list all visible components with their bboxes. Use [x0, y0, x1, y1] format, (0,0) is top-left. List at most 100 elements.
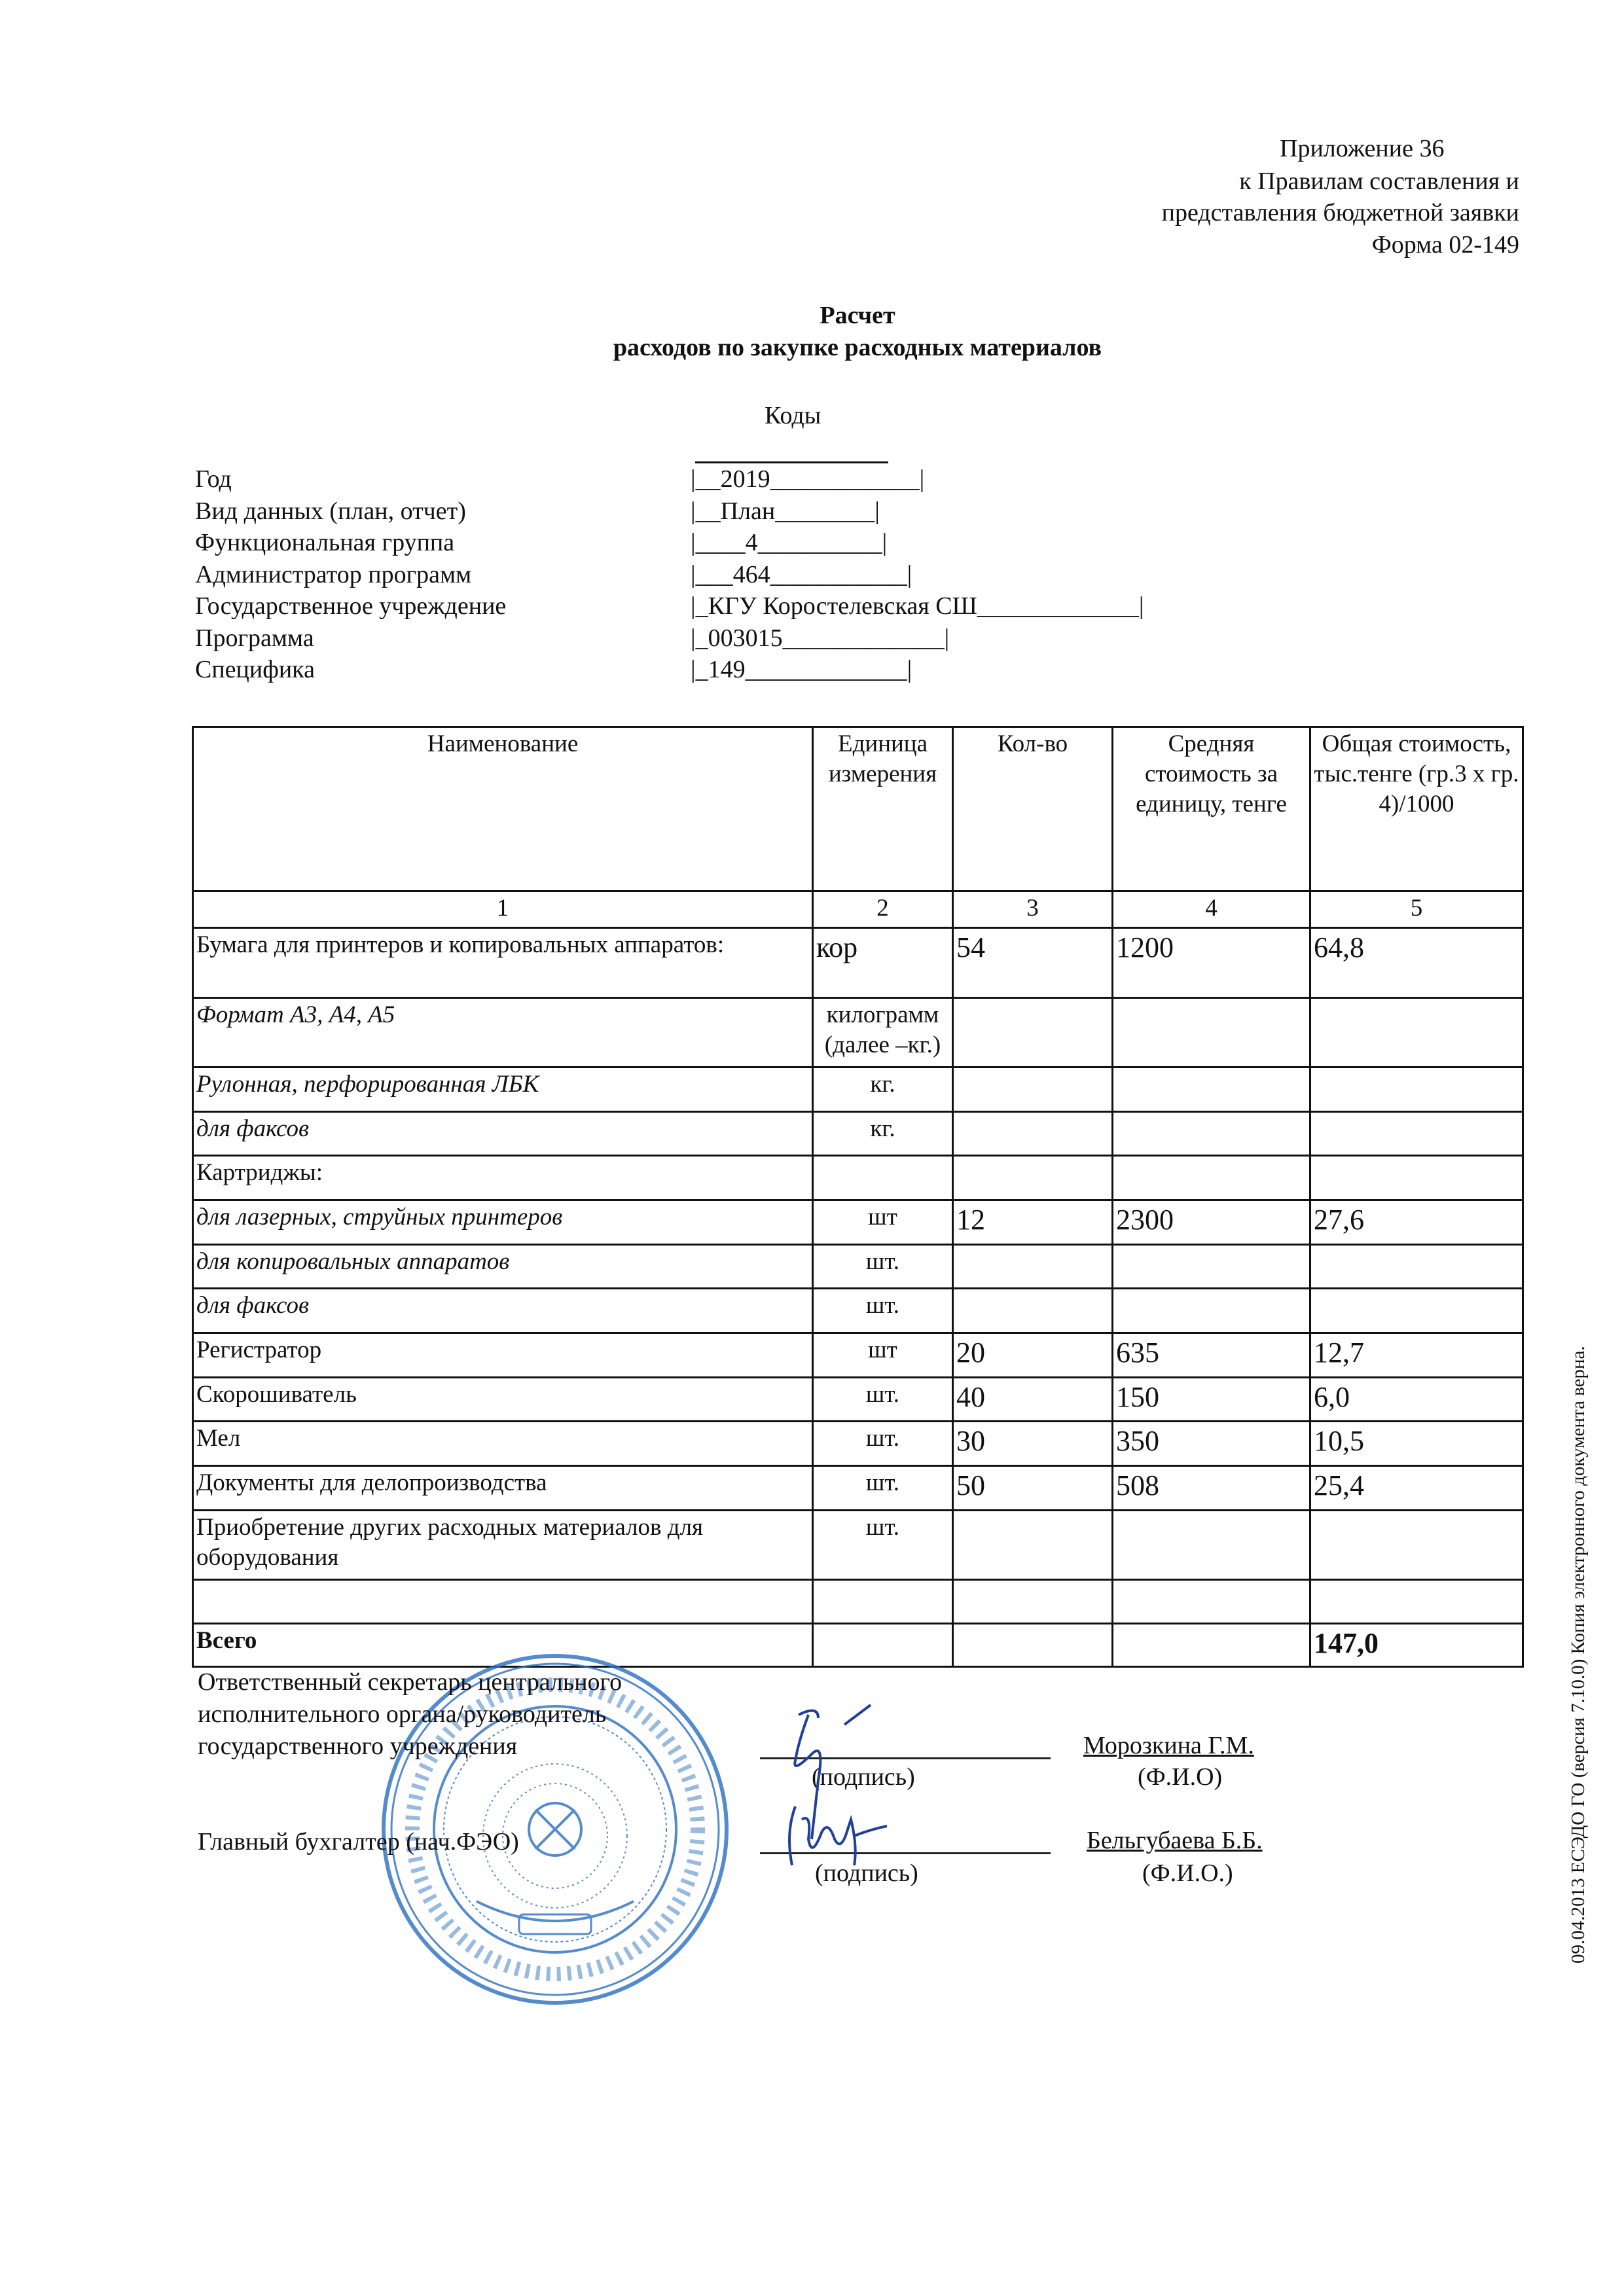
table-row: Мел шт. 30 350 10,5: [192, 1420, 1524, 1467]
item-total: [1309, 1111, 1524, 1157]
code-value: |_КГУ Коростелевская СШ_____________|: [691, 592, 1144, 620]
code-value: |____4__________|: [691, 529, 888, 556]
accountant-name: Бельгубаева Б.Б.: [1087, 1827, 1263, 1854]
col-number: 5: [1309, 890, 1524, 929]
accountant-label: Главный бухгалтер (нач.ФЭО): [198, 1828, 519, 1856]
item-price: [1111, 1155, 1311, 1201]
code-label: Функциональная группа: [195, 529, 455, 556]
code-value: |__2019____________|: [691, 465, 925, 493]
header-price: Средняя стоимость за единицу, тенге: [1111, 726, 1311, 892]
col-number: 1: [192, 890, 814, 929]
table-row: для факсов кг.: [192, 1111, 1524, 1157]
col-number: 3: [952, 890, 1113, 929]
item-price: [1111, 1111, 1311, 1157]
item-unit: шт.: [812, 1376, 954, 1422]
doc-subtitle: расходов по закупке расходных материалов: [613, 334, 1102, 361]
item-name: для факсов: [192, 1287, 814, 1334]
item-unit: килограмм (далее –кг.): [812, 997, 954, 1068]
item-price: 635: [1111, 1332, 1311, 1378]
item-total: 64,8: [1309, 927, 1524, 999]
table-row: для факсов шт.: [192, 1287, 1524, 1334]
table-row: Рулонная, перфорированная ЛБК кг.: [192, 1066, 1524, 1113]
item-total: [1309, 1066, 1524, 1113]
side-note: 09.04.2013 ЕСЭДО ГО (версия 7.10.0) Копи…: [1568, 1346, 1589, 1964]
code-label: Год: [195, 465, 232, 493]
column-numbers-row: 1 2 3 4 5: [192, 890, 1524, 929]
item-unit: [812, 1579, 954, 1624]
item-unit: шт.: [812, 1287, 954, 1334]
signature-caption: (подпись): [812, 1763, 915, 1791]
doc-title: Расчет: [820, 302, 895, 329]
item-name: Документы для делопроизводства: [192, 1465, 814, 1511]
header-total: Общая стоимость, тыс.тенге (гр.3 х гр. 4…: [1309, 726, 1524, 892]
item-name: для факсов: [192, 1111, 814, 1157]
item-price: 1200: [1111, 927, 1311, 999]
signature-line: [760, 1852, 1051, 1854]
total-value: 147,0: [1309, 1623, 1524, 1668]
item-qty: [952, 1155, 1113, 1201]
item-name: Скорошиватель: [192, 1376, 814, 1422]
item-unit: шт: [812, 1332, 954, 1378]
item-qty: [952, 1579, 1113, 1624]
signature-line: [760, 1757, 1051, 1759]
item-total: 27,6: [1309, 1199, 1524, 1246]
code-label: Администратор программ: [195, 561, 472, 588]
item-name: Приобретение других расходных материалов…: [192, 1509, 814, 1581]
col-number: 2: [812, 890, 954, 929]
item-qty: [952, 1111, 1113, 1157]
item-total: [1309, 1244, 1524, 1289]
secretary-name: Морозкина Г.М.: [1083, 1732, 1254, 1759]
table-row: Картриджы:: [192, 1155, 1524, 1201]
item-unit: шт.: [812, 1244, 954, 1289]
item-qty: [952, 1244, 1113, 1289]
header-name: Наименование: [192, 726, 814, 892]
item-total: [1309, 1287, 1524, 1334]
item-total: 6,0: [1309, 1376, 1524, 1422]
item-unit: шт.: [812, 1465, 954, 1511]
table-row: для копировальных аппаратов шт.: [192, 1244, 1524, 1289]
item-total: 12,7: [1309, 1332, 1524, 1378]
form-number: Форма 02-149: [1371, 231, 1519, 259]
item-qty: 40: [952, 1376, 1113, 1422]
header-unit: Единица измерения: [812, 726, 954, 892]
item-unit: шт: [812, 1199, 954, 1246]
item-price: 508: [1111, 1465, 1311, 1511]
item-total: 10,5: [1309, 1420, 1524, 1467]
secretary-label: Ответственный секретарь центрального: [198, 1668, 623, 1696]
code-value: |___464___________|: [691, 561, 912, 588]
item-name: Картриджы:: [192, 1155, 814, 1201]
item-qty: [952, 997, 1113, 1068]
item-name: Мел: [192, 1420, 814, 1467]
codes-heading: Коды: [765, 402, 821, 429]
item-unit: шт.: [812, 1420, 954, 1467]
item-unit: шт.: [812, 1509, 954, 1581]
header-qty: Кол-во: [952, 726, 1113, 892]
item-price: 2300: [1111, 1199, 1311, 1246]
code-label: Программа: [195, 624, 314, 652]
item-unit: [812, 1155, 954, 1201]
codes-divider: [695, 461, 888, 463]
secretary-fio-caption: (Ф.И.О): [1138, 1763, 1223, 1791]
table-row: [192, 1579, 1524, 1624]
item-total: 25,4: [1309, 1465, 1524, 1511]
item-qty: [952, 1066, 1113, 1113]
cell: [1111, 1623, 1311, 1668]
table-header-row: Наименование Единица измерения Кол-во Ср…: [192, 726, 1524, 892]
secretary-label: исполнительного органа/руководитель: [198, 1700, 607, 1728]
item-name: Формат А3, А4, А5: [192, 997, 814, 1068]
expenses-table: Наименование Единица измерения Кол-во Ср…: [192, 726, 1524, 1668]
item-name: Рулонная, перфорированная ЛБК: [192, 1066, 814, 1113]
item-total: [1309, 1579, 1524, 1624]
item-qty: [952, 1287, 1113, 1334]
rules-line-2: представления бюджетной заявки: [1161, 199, 1519, 226]
item-name: Бумага для принтеров и копировальных апп…: [192, 927, 814, 999]
item-price: [1111, 1579, 1311, 1624]
item-name: Регистратор: [192, 1332, 814, 1378]
item-qty: [952, 1509, 1113, 1581]
item-qty: 20: [952, 1332, 1113, 1378]
rules-line: к Правилам составления и: [1239, 168, 1519, 195]
item-unit: кг.: [812, 1111, 954, 1157]
code-label: Государственное учреждение: [195, 592, 507, 620]
total-row: Всего 147,0: [192, 1623, 1524, 1668]
item-name: для лазерных, струйных принтеров: [192, 1199, 814, 1246]
